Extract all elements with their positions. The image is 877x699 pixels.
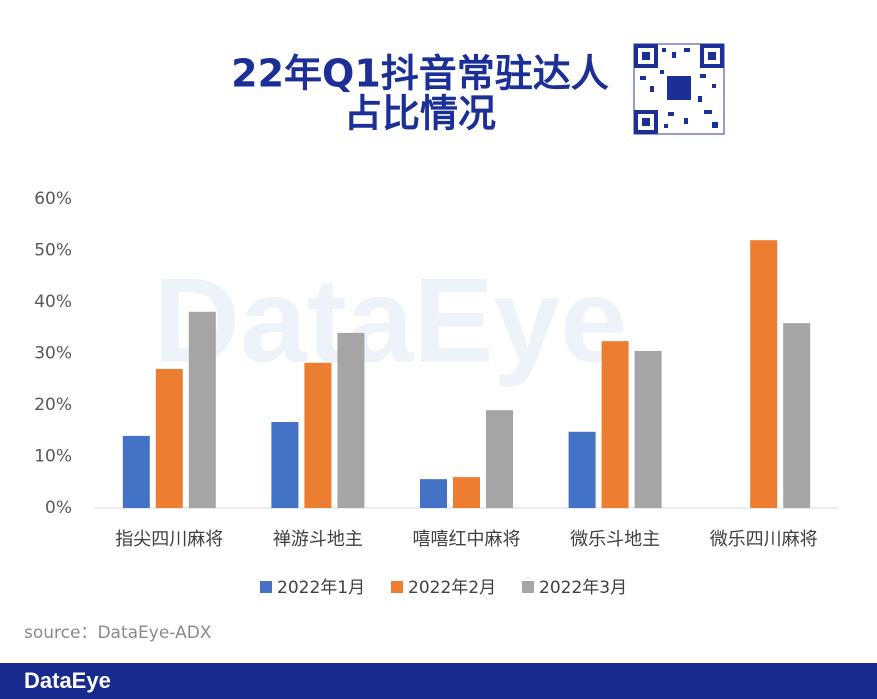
y-tick-label: 10% bbox=[34, 447, 72, 467]
watermark: DataEye bbox=[153, 254, 627, 388]
qr-code bbox=[633, 43, 725, 135]
bar bbox=[420, 479, 447, 508]
bar bbox=[453, 477, 480, 508]
bar bbox=[634, 350, 662, 508]
bar bbox=[271, 421, 299, 508]
bar bbox=[601, 341, 629, 508]
bar bbox=[783, 323, 811, 508]
legend-swatch bbox=[522, 581, 534, 593]
bar bbox=[155, 368, 183, 508]
legend-swatch bbox=[260, 581, 272, 593]
chart-title: 22年Q1抖音常驻达人 bbox=[231, 52, 609, 96]
bar bbox=[486, 410, 513, 508]
y-tick-label: 60% bbox=[34, 189, 72, 209]
x-tick-label: 微乐四川麻将 bbox=[710, 529, 818, 550]
legend-swatch bbox=[391, 581, 403, 593]
legend-label: 2022年3月 bbox=[539, 578, 627, 598]
bar bbox=[337, 332, 365, 508]
footer-logo: DataEye bbox=[24, 668, 111, 693]
y-tick-label: 20% bbox=[34, 395, 72, 415]
x-tick-label: 微乐斗地主 bbox=[570, 529, 660, 550]
bar bbox=[568, 431, 596, 508]
y-tick-label: 30% bbox=[34, 344, 72, 364]
legend-label: 2022年2月 bbox=[408, 578, 496, 598]
y-tick-label: 0% bbox=[45, 498, 72, 518]
source-note: source：DataEye-ADX bbox=[24, 623, 212, 643]
legend-label: 2022年1月 bbox=[277, 578, 365, 598]
bar bbox=[750, 240, 778, 508]
x-tick-label: 禅游斗地主 bbox=[273, 529, 363, 550]
plot-area: 0% 10% 20% 30% 40% 50% 60% 指尖四川麻将 禅游斗地主 嘻嘻红中麻将 微乐斗… bbox=[34, 189, 838, 598]
x-tick-label: 嘻嘻红中麻将 bbox=[413, 529, 521, 550]
x-tick-label: 指尖四川麻将 bbox=[115, 529, 223, 550]
chart-title: 占比情况 bbox=[344, 92, 496, 136]
bar bbox=[188, 311, 216, 508]
footer-bar bbox=[0, 663, 877, 699]
bar bbox=[304, 362, 332, 508]
y-tick-label: 50% bbox=[34, 241, 72, 261]
y-tick-label: 40% bbox=[34, 292, 72, 312]
bar bbox=[122, 435, 150, 508]
